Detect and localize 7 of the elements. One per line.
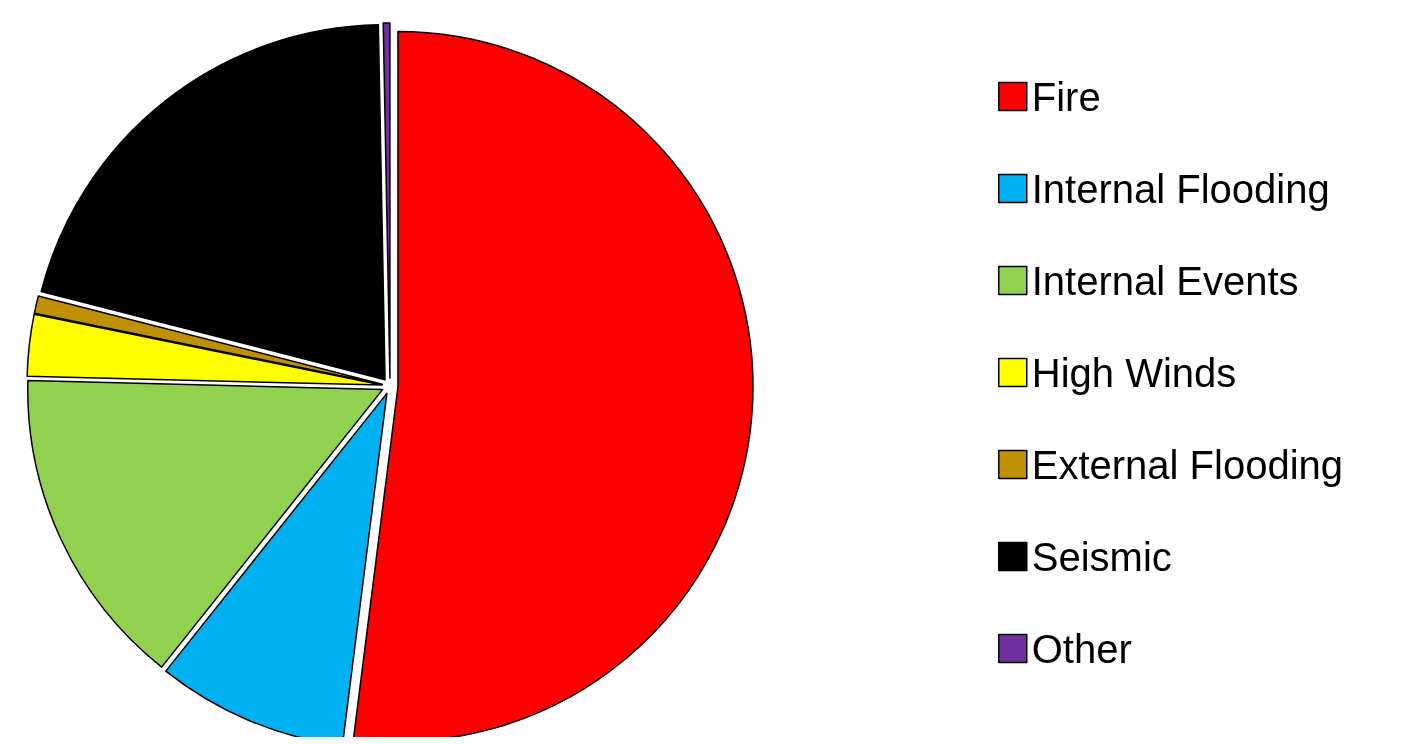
legend-label: Seismic	[1031, 534, 1172, 579]
legend-label: Internal Events	[1031, 258, 1299, 303]
legend-label: Other	[1031, 626, 1132, 671]
legend-label: High Winds	[1031, 350, 1237, 395]
legend-label: Fire	[1031, 74, 1101, 119]
legend-label: Internal Flooding	[1031, 166, 1330, 211]
legend-label: External Flooding	[1031, 442, 1344, 487]
